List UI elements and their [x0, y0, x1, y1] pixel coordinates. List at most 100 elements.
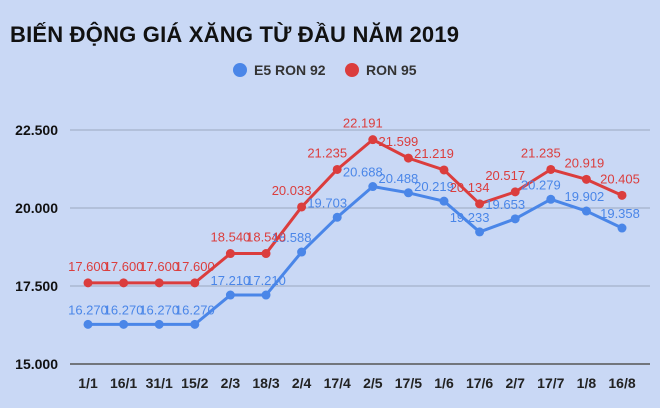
- data-point: [190, 319, 200, 329]
- x-tick-label: 1/6: [434, 375, 454, 391]
- data-point: [83, 319, 93, 329]
- x-tick-label: 1/1: [78, 375, 98, 391]
- y-axis-ticks: 15.000 17.500 20.000 22.500: [15, 122, 58, 372]
- data-label: 20.219: [414, 179, 454, 194]
- data-label: 22.191: [343, 116, 383, 131]
- legend-marker: [233, 63, 247, 77]
- data-label: 20.033: [272, 183, 312, 198]
- data-point: [546, 194, 556, 204]
- data-label: 20.517: [485, 168, 525, 183]
- x-tick-label: 17/4: [324, 375, 351, 391]
- data-point: [119, 319, 129, 329]
- x-tick-label: 2/4: [292, 375, 312, 391]
- x-tick-label: 17/5: [395, 375, 422, 391]
- x-tick-label: 16/8: [608, 375, 635, 391]
- data-labels: 16.27016.27016.27016.27017.21017.21018.5…: [68, 116, 640, 318]
- data-point: [403, 153, 413, 163]
- data-label: 20.134: [450, 180, 490, 195]
- data-label: 21.599: [379, 134, 419, 149]
- data-point: [83, 278, 93, 288]
- data-label: 19.902: [565, 189, 605, 204]
- data-label: 20.919: [565, 155, 605, 170]
- series-line-2: [88, 138, 623, 285]
- data-label: 20.405: [600, 171, 640, 186]
- data-label: 21.219: [414, 146, 454, 161]
- data-point: [510, 214, 520, 224]
- x-tick-label: 16/1: [110, 375, 137, 391]
- x-tick-label: 2/3: [221, 375, 241, 391]
- data-point: [403, 188, 413, 198]
- y-tick-label: 15.000: [15, 356, 58, 372]
- data-label: 21.235: [521, 145, 561, 160]
- x-tick-label: 2/5: [363, 375, 383, 391]
- legend: E5 RON 92 RON 95: [233, 62, 417, 78]
- data-point: [261, 249, 271, 259]
- data-point: [510, 187, 520, 197]
- series-line-1: [88, 185, 623, 326]
- data-point: [261, 290, 271, 300]
- data-label: 20.688: [343, 165, 383, 180]
- data-label: 17.600: [104, 259, 144, 274]
- data-label: 17.600: [175, 259, 215, 274]
- data-point: [475, 227, 485, 237]
- data-label: 19.703: [307, 195, 347, 210]
- data-point: [581, 174, 591, 184]
- data-point: [119, 278, 129, 288]
- data-point: [475, 199, 485, 209]
- data-label: 20.488: [379, 171, 419, 186]
- data-point: [225, 290, 235, 300]
- x-tick-label: 1/8: [577, 375, 597, 391]
- x-tick-label: 15/2: [181, 375, 208, 391]
- grid-lines: [70, 129, 650, 365]
- data-point: [190, 278, 200, 288]
- chart-title: BIẾN ĐỘNG GIÁ XĂNG TỪ ĐẦU NĂM 2019: [10, 22, 460, 47]
- data-label: 18.588: [272, 230, 312, 245]
- series-lines: [88, 138, 623, 326]
- data-point: [154, 319, 164, 329]
- series-points: [83, 135, 627, 329]
- data-point: [546, 164, 556, 174]
- data-label: 19.653: [485, 197, 525, 212]
- data-label: 17.600: [139, 259, 179, 274]
- data-point: [154, 278, 164, 288]
- x-axis-ticks: 1/1 16/1 31/1 15/2 2/3 18/3 2/4 17/4 2/5 17/5 1/6 1…: [78, 375, 636, 391]
- data-point: [617, 190, 627, 200]
- data-point: [581, 206, 591, 216]
- x-tick-label: 17/6: [466, 375, 493, 391]
- data-label: 21.235: [307, 145, 347, 160]
- x-tick-label: 17/7: [537, 375, 564, 391]
- x-tick-label: 31/1: [146, 375, 173, 391]
- x-tick-label: 2/7: [505, 375, 525, 391]
- y-tick-label: 22.500: [15, 122, 58, 138]
- x-tick-label: 18/3: [252, 375, 279, 391]
- legend-label: E5 RON 92: [254, 62, 326, 78]
- data-point: [225, 249, 235, 259]
- data-point: [297, 202, 307, 212]
- data-label: 16.270: [175, 302, 215, 317]
- y-tick-label: 17.500: [15, 278, 58, 294]
- legend-label: RON 95: [366, 62, 417, 78]
- data-point: [297, 247, 307, 257]
- data-label: 17.210: [246, 273, 286, 288]
- data-label: 18.540: [246, 230, 286, 245]
- data-label: 16.270: [68, 302, 108, 317]
- data-label: 19.358: [600, 206, 640, 221]
- data-label: 16.270: [139, 302, 179, 317]
- data-label: 16.270: [104, 302, 144, 317]
- y-tick-label: 20.000: [15, 200, 58, 216]
- data-point: [439, 196, 449, 206]
- data-point: [368, 182, 378, 192]
- data-label: 19.233: [450, 210, 490, 225]
- data-label: 20.279: [521, 177, 561, 192]
- data-label: 18.540: [211, 230, 251, 245]
- data-point: [439, 165, 449, 175]
- data-label: 17.210: [211, 273, 251, 288]
- legend-marker: [345, 63, 359, 77]
- data-point: [617, 223, 627, 233]
- data-point: [332, 164, 342, 174]
- data-point: [368, 135, 378, 145]
- data-label: 17.600: [68, 259, 108, 274]
- data-point: [332, 212, 342, 222]
